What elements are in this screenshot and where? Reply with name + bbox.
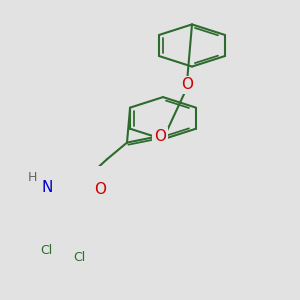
Text: O: O [181,77,193,92]
Text: Cl: Cl [40,244,52,257]
Text: N: N [41,180,53,195]
Text: O: O [94,182,106,197]
Text: Cl: Cl [73,251,85,265]
Text: H: H [27,171,37,184]
Text: O: O [154,129,166,144]
